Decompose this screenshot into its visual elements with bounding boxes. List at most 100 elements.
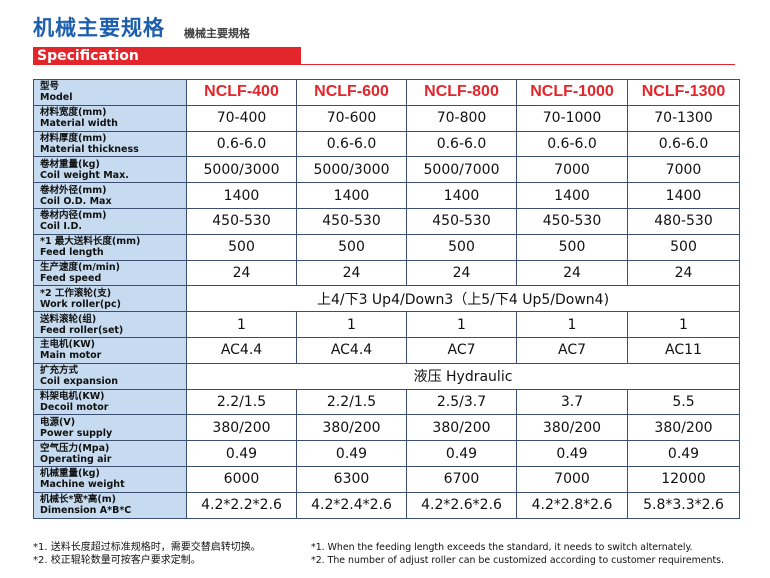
label-cn: 卷材内径(mm) (40, 210, 107, 222)
table-row: 机械长*宽*高(m) Dimension A*B*C 4.2*2.2*2.6 4.2*… (33, 491, 740, 519)
page-subtitle: 機械主要規格 (184, 27, 250, 40)
value-cell: 450-530 (296, 207, 407, 235)
value-cell: 12000 (627, 465, 740, 493)
value-cell: 7000 (627, 156, 740, 184)
label-cn: 卷材外径(mm) (40, 184, 107, 196)
row-label-cell: 机械长*宽*高(m) Dimension A*B*C (33, 491, 187, 519)
note-en-2: *2. The number of adjust roller can be c… (311, 555, 724, 566)
label-en: Coil expansion (40, 376, 119, 388)
table-row: 电源(V) Power supply 380/200 380/200 380/200 38… (33, 414, 740, 442)
value-cell: 3.7 (516, 388, 628, 416)
value-cell: AC7 (516, 336, 628, 364)
label-cn: 型号 (40, 81, 60, 93)
model-name: NCLF-1300 (627, 79, 740, 106)
value-cell: 70-1000 (516, 104, 628, 132)
value-cell: 500 (406, 233, 517, 261)
row-label-cell: 空气压力(Mpa) Operating air (33, 440, 187, 467)
value-cell: 0.49 (296, 440, 407, 467)
value-cell: 70-800 (406, 104, 517, 132)
model-label-cell: 型号 Model (33, 79, 187, 106)
model-name: NCLF-400 (186, 79, 297, 106)
value-cell: 6000 (186, 465, 297, 493)
value-cell: 1 (296, 311, 407, 338)
row-label-cell: 扩充方式 Coil expansion (33, 362, 187, 390)
label-cn: 主电机(KW) (40, 339, 96, 351)
label-en: Machine weight (40, 479, 125, 491)
merged-value-cell: 液压 Hydraulic (186, 362, 740, 390)
table-row: 材料厚度(mm) Material thickness 0.6-6.0 0.6-6.0… (33, 130, 740, 158)
value-cell: 2.5/3.7 (406, 388, 517, 416)
label-en: Decoil motor (40, 401, 109, 413)
value-cell: 450-530 (406, 207, 517, 235)
value-cell: 6300 (296, 465, 407, 493)
value-cell: 380/200 (516, 414, 628, 442)
value-cell: 450-530 (186, 207, 297, 235)
value-cell: AC4.4 (186, 336, 297, 364)
label-en: Model (40, 92, 73, 104)
value-cell: 24 (406, 259, 517, 287)
note-cn-1: *1. 送料长度超过标准规格时，需要交替启转切换。 (33, 542, 261, 553)
row-label-cell: 卷材外径(mm) Coil O.D. Max (33, 182, 187, 209)
value-cell: 1 (186, 311, 297, 338)
value-cell: 4.2*2.6*2.6 (406, 491, 517, 519)
value-cell: 0.6-6.0 (627, 130, 740, 158)
note-cn-2: *2. 校正辊轮数量可按客户要求定制。 (33, 555, 201, 566)
label-cn: 材料宽度(mm) (40, 107, 107, 119)
value-cell: 5.8*3.3*2.6 (627, 491, 740, 519)
value-cell: 0.49 (406, 440, 517, 467)
table-row: 扩充方式 Coil expansion 液压 Hydraulic (33, 362, 740, 390)
value-cell: 5000/7000 (406, 156, 517, 184)
value-cell: 1400 (406, 182, 517, 209)
label-en: Coil I.D. (40, 221, 82, 233)
table-row: 卷材外径(mm) Coil O.D. Max 1400 1400 1400 1400 140… (33, 182, 740, 209)
value-cell: 480-530 (627, 207, 740, 235)
label-cn: 生产速度(m/min) (40, 261, 120, 273)
value-cell: 1 (627, 311, 740, 338)
label-en: Work roller(pc) (40, 298, 121, 310)
model-name: NCLF-600 (296, 79, 407, 106)
table-row: *1 最大送料长度(mm) Feed length 500 500 500 500 500 (33, 233, 740, 261)
label-cn: *2 工作滚轮(支) (40, 287, 112, 299)
value-cell: 1400 (516, 182, 628, 209)
value-cell: 380/200 (186, 414, 297, 442)
value-cell: 380/200 (296, 414, 407, 442)
label-cn: 卷材重量(kg) (40, 158, 100, 170)
label-cn: 机械重量(kg) (40, 468, 100, 480)
row-label-cell: 卷材重量(kg) Coil weight Max. (33, 156, 187, 184)
row-label-cell: 材料宽度(mm) Material width (33, 104, 187, 132)
value-cell: 70-400 (186, 104, 297, 132)
value-cell: 2.2/1.5 (186, 388, 297, 416)
value-cell: 4.2*2.8*2.6 (516, 491, 628, 519)
table-row: 材料宽度(mm) Material width 70-400 70-600 70-800… (33, 104, 740, 132)
label-en: Feed roller(set) (40, 324, 124, 336)
model-name: NCLF-800 (406, 79, 517, 106)
value-cell: AC4.4 (296, 336, 407, 364)
value-cell: 5000/3000 (296, 156, 407, 184)
value-cell: 70-1300 (627, 104, 740, 132)
value-cell: 0.6-6.0 (186, 130, 297, 158)
value-cell: 1 (406, 311, 517, 338)
value-cell: 380/200 (627, 414, 740, 442)
value-cell: 500 (627, 233, 740, 261)
value-cell: 5.5 (627, 388, 740, 416)
value-cell: 0.49 (516, 440, 628, 467)
table-row: 卷材重量(kg) Coil weight Max. 5000/3000 5000/30… (33, 156, 740, 184)
table-row: *2 工作滚轮(支) Work roller(pc) 上4/下3 Up4/Down3… (33, 285, 740, 313)
merged-value-cell: 上4/下3 Up4/Down3（上5/下4 Up5/Down4) (186, 285, 740, 313)
value-cell: 24 (186, 259, 297, 287)
model-name: NCLF-1000 (516, 79, 628, 106)
table-header-row: 型号 Model NCLF-400 NCLF-600 NCLF-800 NCLF… (33, 79, 740, 106)
label-en: Main motor (40, 350, 102, 362)
value-cell: 500 (296, 233, 407, 261)
value-cell: 1400 (296, 182, 407, 209)
value-cell: 1 (516, 311, 628, 338)
value-cell: 7000 (516, 465, 628, 493)
value-cell: AC7 (406, 336, 517, 364)
value-cell: 0.6-6.0 (406, 130, 517, 158)
table-row: 生产速度(m/min) Feed speed 24 24 24 24 24 (33, 259, 740, 287)
value-cell: 24 (296, 259, 407, 287)
row-label-cell: 送料滚轮(组) Feed roller(set) (33, 311, 187, 338)
value-cell: 500 (516, 233, 628, 261)
page-title: 机械主要规格 (33, 16, 165, 40)
value-cell: 4.2*2.4*2.6 (296, 491, 407, 519)
